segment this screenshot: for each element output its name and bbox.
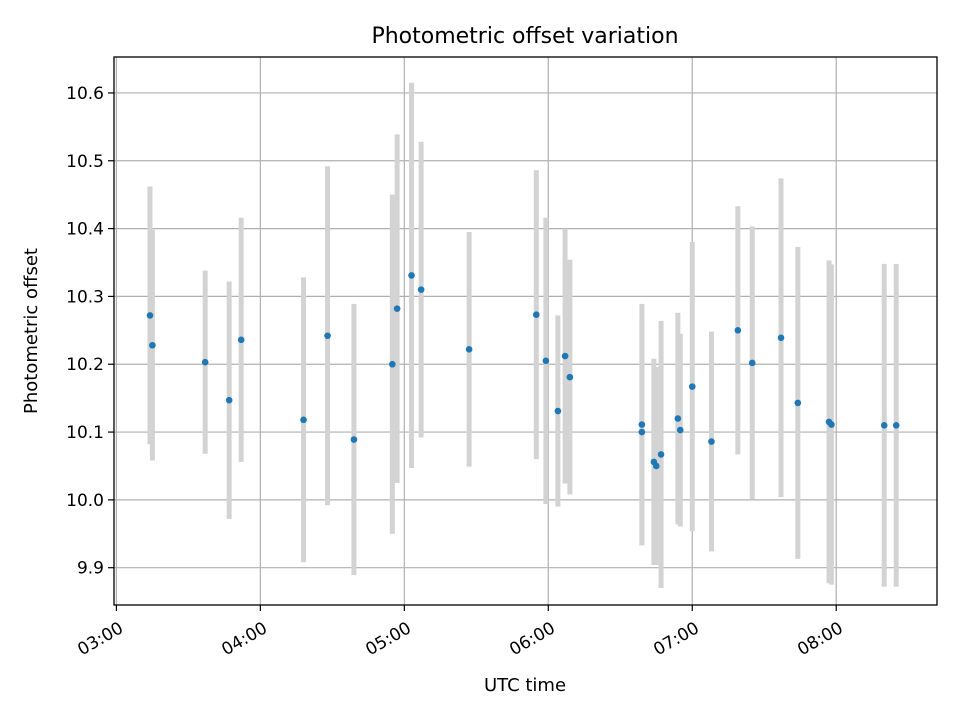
data-point bbox=[674, 415, 682, 422]
data-point bbox=[561, 352, 569, 360]
y-tick-label: 10.4 bbox=[66, 220, 104, 240]
data-point bbox=[225, 396, 233, 404]
data-point bbox=[201, 358, 209, 366]
x-axis-ticks: 03:00 04:00 05:00 06:00 07:00 08:00 bbox=[74, 605, 847, 660]
data-point bbox=[566, 373, 574, 381]
data-point bbox=[828, 421, 835, 428]
data-point bbox=[350, 436, 358, 443]
data-point bbox=[324, 332, 331, 340]
data-point bbox=[389, 360, 396, 368]
data-point bbox=[532, 311, 540, 319]
x-tick-label: 06:00 bbox=[506, 618, 558, 660]
y-tick-label: 10.5 bbox=[66, 152, 104, 172]
data-point bbox=[408, 272, 415, 279]
y-tick-label: 10.2 bbox=[66, 355, 104, 375]
data-point bbox=[676, 426, 684, 434]
x-tick-label: 04:00 bbox=[218, 618, 270, 660]
y-tick-label: 9.9 bbox=[77, 559, 104, 579]
y-axis-label: Photometric offset bbox=[21, 248, 42, 414]
data-point bbox=[417, 286, 425, 293]
data-point bbox=[748, 359, 756, 367]
data-point bbox=[300, 416, 307, 424]
data-point bbox=[880, 421, 888, 429]
y-tick-label: 10.0 bbox=[66, 491, 104, 511]
x-tick-label: 05:00 bbox=[362, 618, 414, 660]
data-point bbox=[734, 327, 742, 334]
data-point bbox=[237, 336, 245, 344]
data-point bbox=[638, 428, 646, 436]
error-bars bbox=[147, 82, 899, 589]
data-point bbox=[688, 383, 696, 390]
data-point bbox=[149, 341, 156, 349]
data-point bbox=[708, 438, 715, 445]
x-tick-label: 03:00 bbox=[74, 618, 126, 660]
x-axis-label: UTC time bbox=[484, 675, 566, 696]
grid bbox=[114, 57, 937, 605]
data-point bbox=[794, 399, 802, 407]
data-point bbox=[657, 451, 665, 458]
data-point bbox=[652, 462, 660, 470]
data-point bbox=[892, 421, 900, 429]
x-tick-label: 08:00 bbox=[794, 618, 846, 660]
data-point bbox=[777, 334, 785, 342]
chart-title: Photometric offset variation bbox=[371, 24, 678, 49]
y-tick-label: 10.1 bbox=[66, 423, 104, 443]
y-axis-ticks: 9.9 10.0 10.1 10.2 10.3 10.4 10.5 10.6 bbox=[66, 84, 114, 579]
y-tick-label: 10.6 bbox=[66, 84, 104, 104]
data-points bbox=[146, 272, 900, 470]
x-tick-label: 07:00 bbox=[650, 618, 702, 660]
data-point bbox=[542, 357, 550, 365]
plot-frame bbox=[113, 56, 938, 606]
data-point bbox=[554, 407, 562, 415]
y-tick-label: 10.3 bbox=[66, 287, 104, 307]
data-point bbox=[146, 312, 154, 319]
data-point bbox=[465, 346, 473, 353]
data-point bbox=[393, 305, 401, 312]
data-point bbox=[638, 421, 646, 428]
